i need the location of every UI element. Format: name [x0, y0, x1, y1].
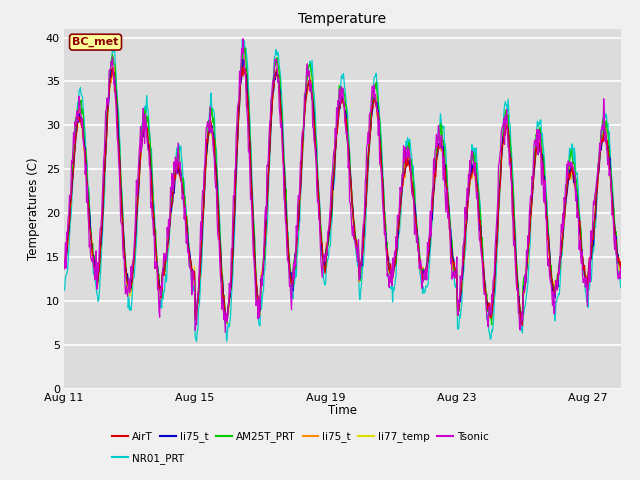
Legend: NR01_PRT: NR01_PRT [108, 449, 188, 468]
Title: Temperature: Temperature [298, 12, 387, 26]
X-axis label: Time: Time [328, 404, 357, 417]
Y-axis label: Temperatures (C): Temperatures (C) [27, 157, 40, 260]
Text: BC_met: BC_met [72, 37, 119, 47]
